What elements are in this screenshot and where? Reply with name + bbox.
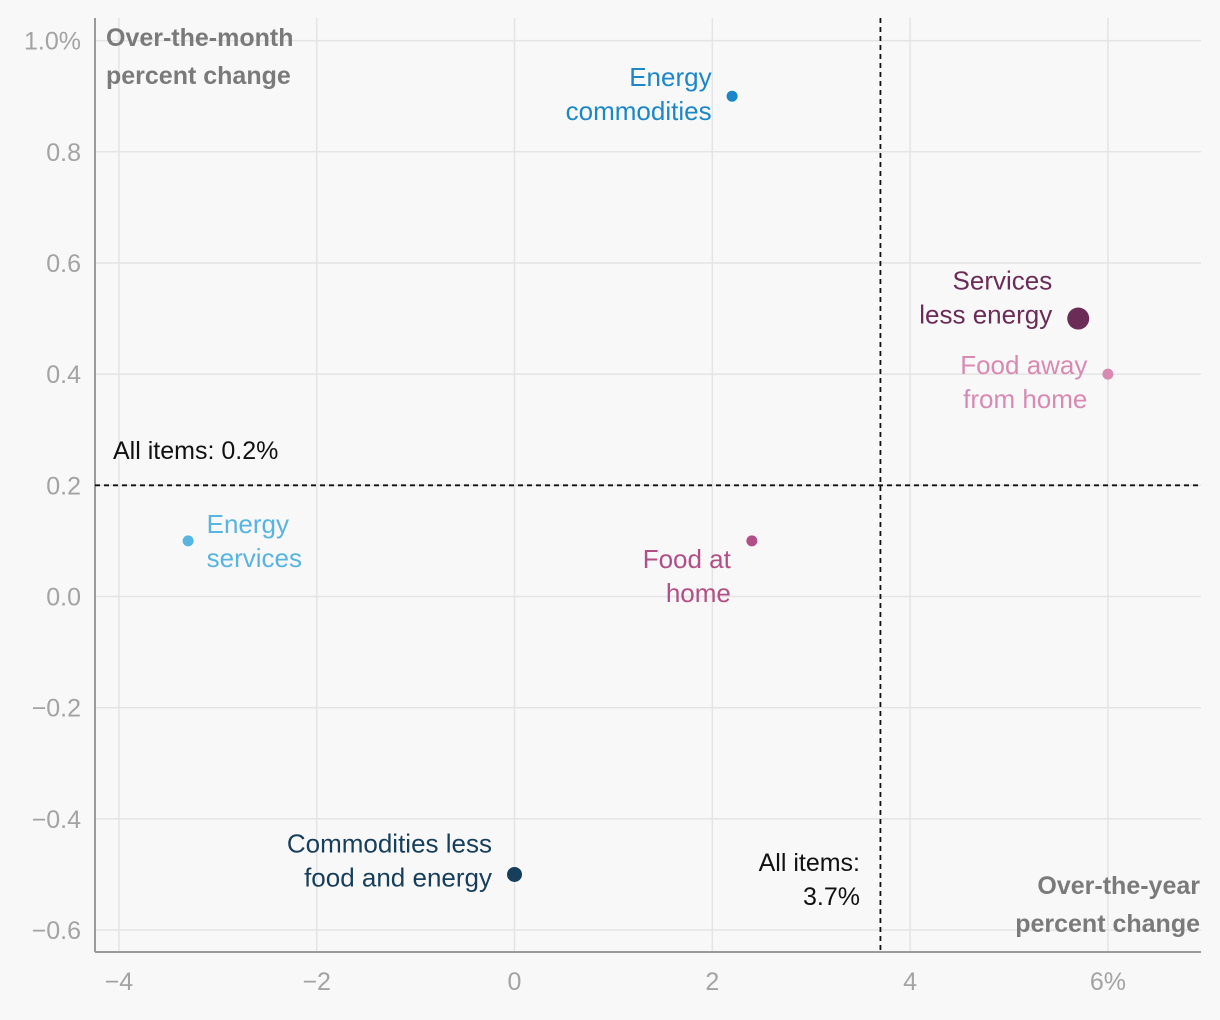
y-axis-title: percent change <box>106 62 291 90</box>
energy-services-label: services <box>207 543 302 573</box>
annotations: Over-the-month percent change Over-the-yea… <box>106 24 1200 938</box>
y-tick-label: 1.0% <box>24 28 81 56</box>
x-tick-label: −2 <box>302 968 331 996</box>
energy-commodities-label: Energy <box>629 62 711 92</box>
all-items-yearly-label: 3.7% <box>803 883 860 911</box>
all-items-yearly-label: All items: <box>759 849 860 877</box>
x-axis-title: Over-the-year <box>1037 872 1200 900</box>
reference-lines <box>95 18 1201 952</box>
x-axis-title: percent change <box>1015 910 1200 938</box>
x-tick-label: 0 <box>508 968 522 996</box>
x-tick-label: 4 <box>903 968 917 996</box>
services-less-energy-label: Services <box>953 266 1053 296</box>
food-at-home-label: Food at <box>643 544 732 574</box>
food-at-home-point <box>746 535 758 547</box>
y-tick-label: 0.0 <box>46 584 81 612</box>
food-away-from-home-point <box>1102 368 1114 380</box>
y-tick-label: −0.2 <box>32 695 81 723</box>
services-less-energy-label: less energy <box>919 300 1052 330</box>
data-points <box>182 90 1114 882</box>
food-away-from-home-label: Food away <box>960 350 1087 380</box>
energy-commodities-point <box>726 90 738 102</box>
commodities-less-food-and-energy-point <box>507 866 522 882</box>
energy-services-label: Energy <box>207 509 289 539</box>
food-away-from-home-label: from home <box>963 384 1087 414</box>
y-axis-title: Over-the-month <box>106 24 294 52</box>
all-items-monthly-label: All items: 0.2% <box>113 437 278 465</box>
y-tick-label: −0.4 <box>32 806 81 834</box>
y-tick-label: −0.6 <box>32 917 81 945</box>
y-tick-label: 0.6 <box>46 250 81 278</box>
commodities-less-food-and-energy-label: food and energy <box>304 862 492 892</box>
energy-commodities-label: commodities <box>566 96 712 126</box>
x-tick-label: 2 <box>705 968 719 996</box>
x-tick-label: −4 <box>105 968 134 996</box>
energy-services-point <box>182 535 194 547</box>
x-tick-label: 6% <box>1090 968 1126 996</box>
food-at-home-label: home <box>666 578 731 608</box>
y-tick-label: 0.4 <box>46 361 81 389</box>
y-tick-label: 0.2 <box>46 472 81 500</box>
y-tick-label: 0.8 <box>46 139 81 167</box>
commodities-less-food-and-energy-label: Commodities less <box>287 828 492 858</box>
services-less-energy-point <box>1067 307 1090 330</box>
axes: −4 −2 0 2 4 6% 1.0% 0.8 0.6 0.4 0.2 0.0 −0.2 −0.4 −0.6 <box>24 18 1201 996</box>
